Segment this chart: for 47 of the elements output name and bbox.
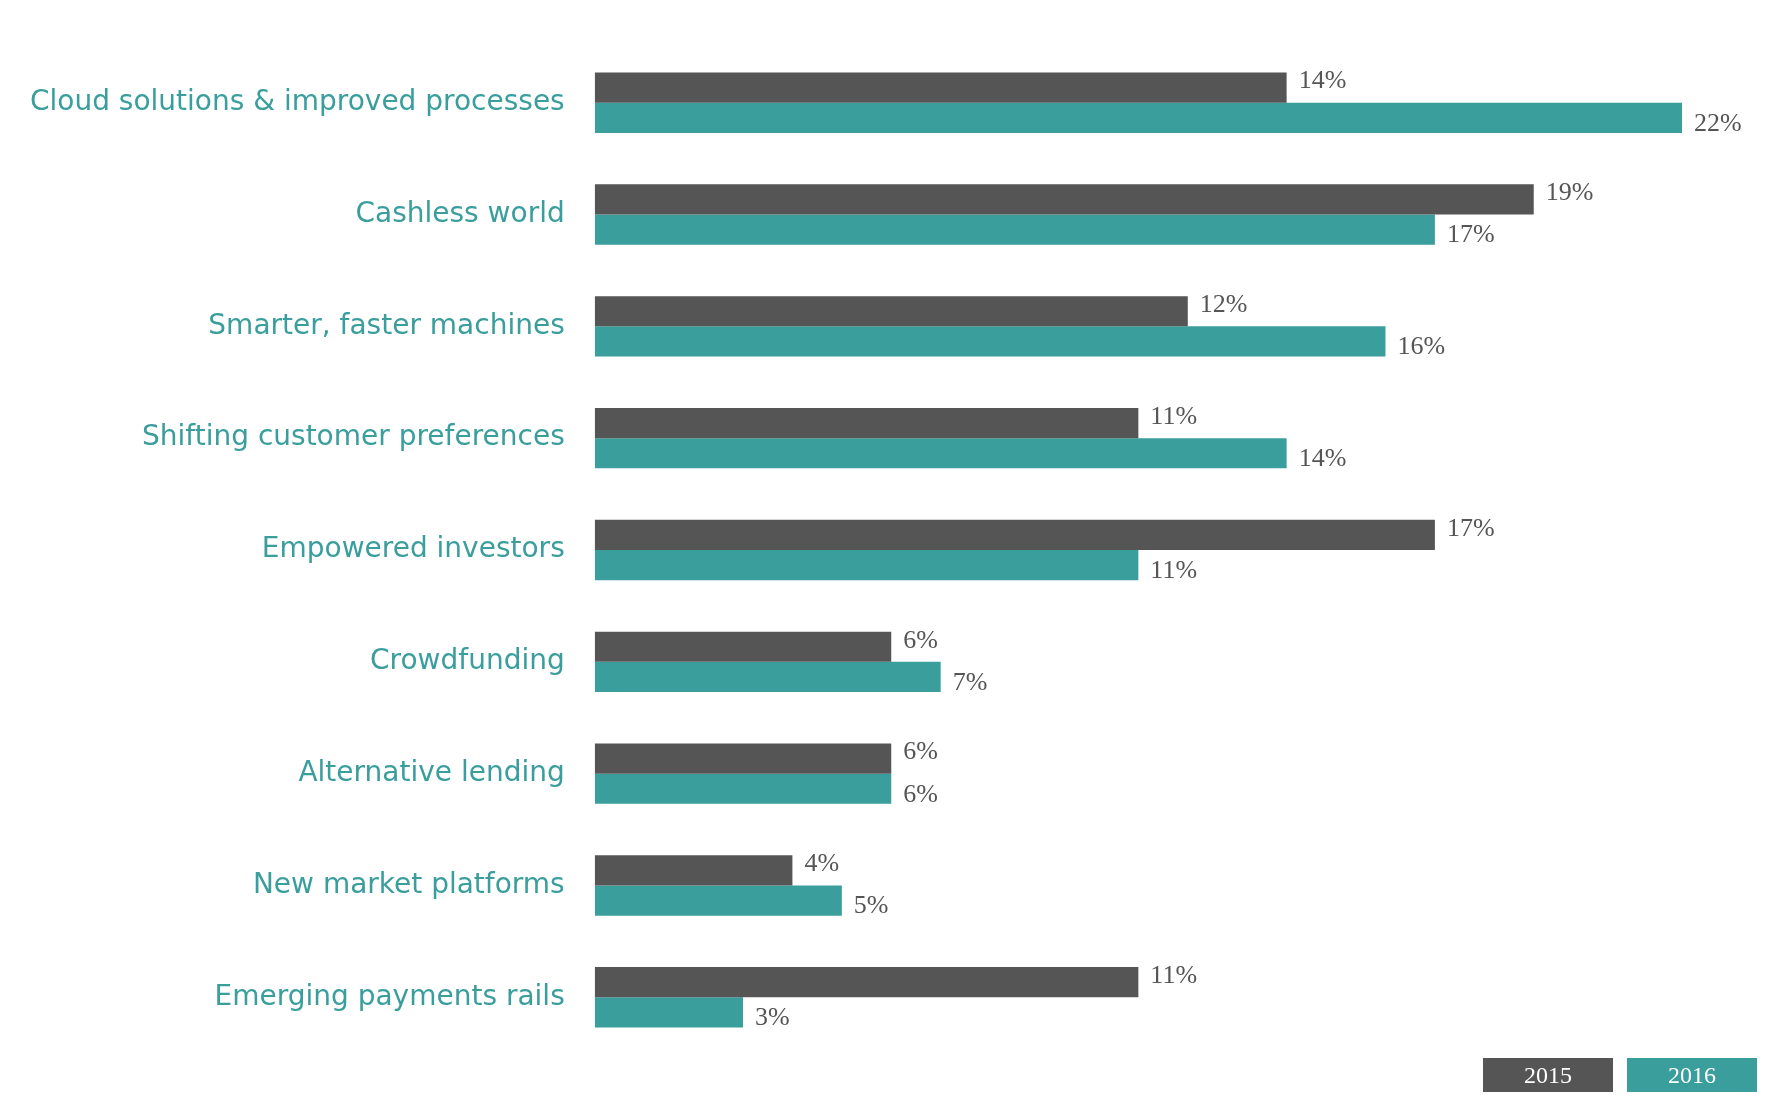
y-tick-label: Shifting customer preferences: [142, 419, 565, 453]
text: 2016: [1627, 1058, 1757, 1092]
bar: [594, 997, 743, 1028]
data-label: 14%: [1298, 443, 1347, 473]
bar: [594, 102, 1682, 133]
bar: [594, 72, 1287, 103]
data-label: 3%: [754, 1002, 790, 1032]
y-tick-label: Cashless world: [355, 195, 565, 229]
bar: [594, 885, 842, 916]
y-tick-label: Alternative lending: [298, 754, 565, 788]
data-label: 5%: [853, 890, 889, 920]
bar: [594, 743, 892, 774]
bar: [594, 661, 941, 693]
data-label: 16%: [1397, 331, 1446, 361]
bar: [594, 438, 1287, 469]
data-label: 22%: [1694, 107, 1742, 137]
y-tick-label: Smarter, faster machines: [208, 307, 565, 341]
data-label: 14%: [1298, 65, 1347, 95]
y-tick-label: Empowered investors: [261, 531, 565, 565]
data-label: 7%: [952, 666, 988, 696]
data-label: 6%: [903, 736, 938, 766]
bar: [594, 631, 892, 662]
text: 2015: [1483, 1058, 1613, 1092]
y-tick-label: Crowdfunding: [370, 643, 565, 677]
y-tick-label: Emerging payments rails: [214, 978, 565, 1012]
bar: [594, 773, 892, 804]
bar: [594, 184, 1534, 215]
data-label: 11%: [1150, 554, 1198, 584]
data-label: 6%: [903, 778, 938, 808]
data-label: 12%: [1199, 289, 1248, 319]
bar: [594, 326, 1386, 357]
bar: [594, 855, 793, 886]
y-tick-label: Cloud solutions & improved processes: [29, 83, 565, 117]
bar: [594, 214, 1435, 245]
data-label: 6%: [903, 624, 938, 654]
bar: [594, 407, 1139, 439]
bar: [594, 519, 1435, 550]
bar: [594, 550, 1139, 581]
data-label: 4%: [804, 848, 840, 878]
bar: [594, 296, 1188, 327]
data-label: 17%: [1446, 219, 1495, 249]
data-label: 11%: [1150, 400, 1198, 430]
data-label: 17%: [1446, 512, 1495, 542]
y-tick-label: New market platforms: [252, 866, 565, 900]
data-label: 11%: [1150, 960, 1198, 990]
bar: [594, 967, 1139, 998]
data-label: 19%: [1545, 177, 1594, 207]
